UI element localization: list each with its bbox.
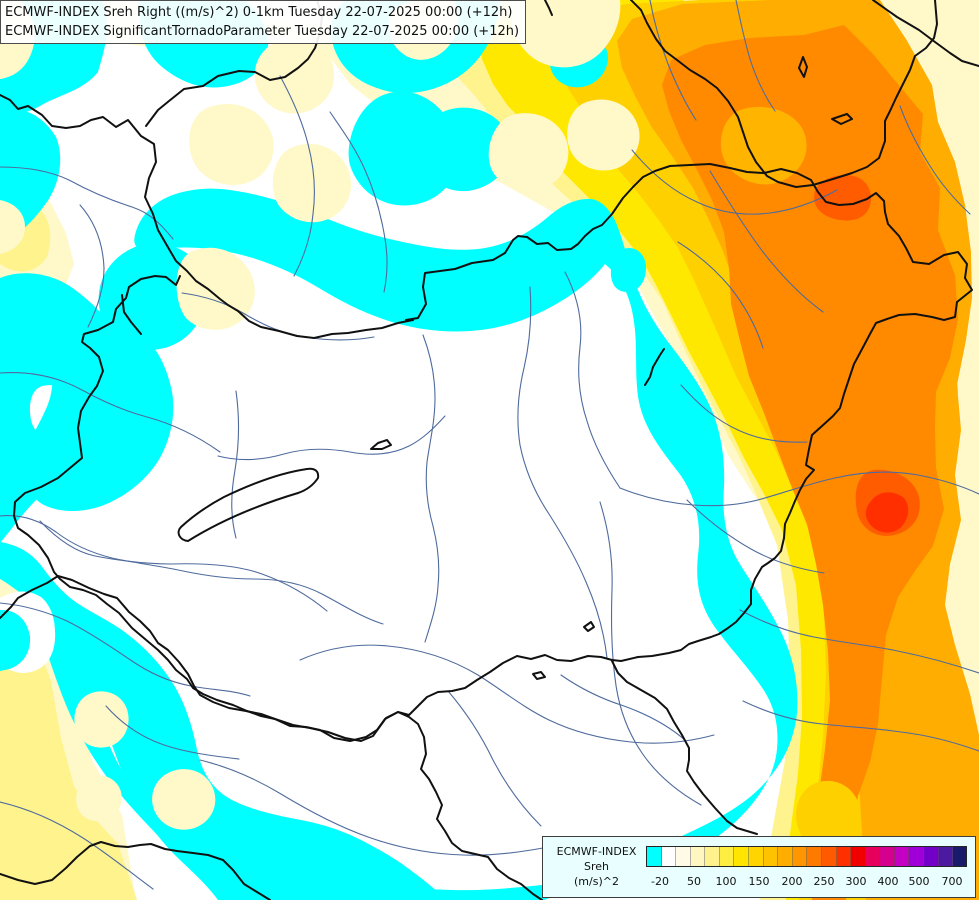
legend-tick-label-5: 200 — [781, 875, 803, 888]
legend-swatch-2 — [661, 847, 677, 866]
legend-swatch-12 — [807, 847, 822, 866]
map-title-line-2: ECMWF-INDEX SignificantTornadoParameter … — [5, 24, 520, 39]
legend-swatch-18 — [894, 847, 910, 866]
legend-tick-labels: -20 50 100 150 200 250 300 400 500 700 — [646, 875, 967, 893]
legend-tick-label-7: 300 — [845, 875, 867, 888]
legend-swatch-20 — [923, 847, 939, 866]
legend-tick-label-6: 250 — [813, 875, 835, 888]
map-title-line-1: ECMWF-INDEX Sreh Right ((m/s)^2) 0-1km T… — [5, 5, 513, 20]
legend-title-line-2: Sreh — [583, 860, 609, 873]
legend-tick-label-1: -20 — [651, 875, 669, 888]
legend-swatch-8 — [749, 847, 764, 866]
legend-swatch-6 — [719, 847, 735, 866]
legend-tick-label-3: 100 — [715, 875, 737, 888]
legend-title: ECMWF-INDEX Sreh (m/s)^2 — [549, 844, 644, 889]
legend-tick-label-9: 500 — [908, 875, 930, 888]
legend-tick-label-10: 700 — [941, 875, 963, 888]
legend-swatch-4 — [690, 847, 706, 866]
legend-swatch-19 — [909, 847, 924, 866]
legend-swatch-17 — [880, 847, 895, 866]
legend-title-line-3: (m/s)^2 — [574, 875, 619, 888]
legend-swatch-5 — [705, 847, 720, 866]
legend-swatch-10 — [778, 847, 793, 866]
legend-swatch-3 — [676, 847, 691, 866]
legend-swatch-9 — [763, 847, 779, 866]
legend-swatch-1 — [647, 847, 662, 866]
legend-swatch-15 — [851, 847, 866, 866]
legend-swatch-7 — [734, 847, 750, 866]
legend-color-scale — [646, 846, 967, 867]
legend-swatch-22 — [953, 847, 966, 866]
legend-swatch-13 — [821, 847, 837, 866]
legend-tick-label-4: 150 — [748, 875, 770, 888]
legend-title-line-1: ECMWF-INDEX — [556, 845, 637, 858]
legend-swatch-21 — [938, 847, 954, 866]
legend-tick-label-8: 400 — [877, 875, 899, 888]
legend-swatch-14 — [836, 847, 852, 866]
legend-swatch-11 — [792, 847, 808, 866]
color-legend: ECMWF-INDEX Sreh (m/s)^2 -20 50 100 150 200 2… — [542, 836, 976, 898]
map-title-box: ECMWF-INDEX Sreh Right ((m/s)^2) 0-1km T… — [0, 0, 526, 44]
legend-tick-label-2: 50 — [687, 875, 701, 888]
legend-swatch-16 — [865, 847, 881, 866]
